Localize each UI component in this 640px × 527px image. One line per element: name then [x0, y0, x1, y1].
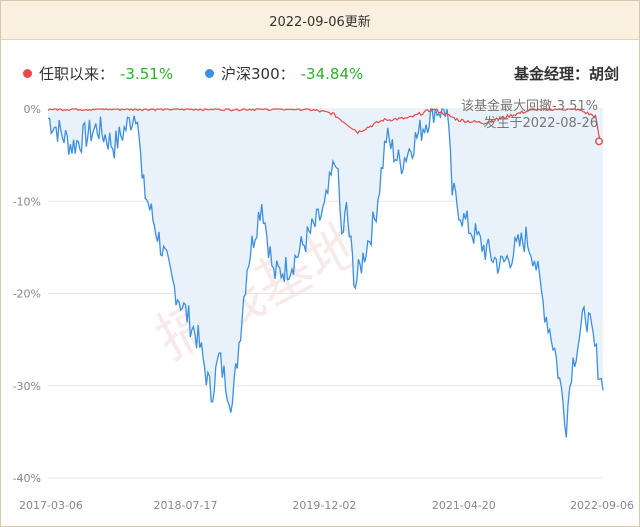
drawdown-annotation-line1: 该基金最大回撤-3.51%	[461, 98, 598, 114]
x-tick-label: 2021-04-20	[432, 499, 496, 512]
x-tick-label: 2017-03-06	[19, 499, 83, 512]
fund-manager: 基金经理：胡剑	[513, 65, 619, 83]
index-area-fill	[48, 109, 603, 438]
x-tick-label: 2018-07-17	[154, 499, 218, 512]
y-tick-label: -10%	[13, 195, 41, 208]
axis-ticks: 0% -10% -20% -30% -40% 2017-03-06 2018-07-17 20…	[13, 103, 634, 512]
fund-series-line	[47, 108, 604, 143]
y-tick-label: -40%	[13, 472, 41, 485]
y-tick-label: -20%	[13, 288, 41, 301]
fund-legend-value: -3.51%	[120, 64, 174, 83]
drawdown-annotation-line2: 发生于2022-08-26	[483, 115, 598, 131]
legend-item-index[interactable]: 沪深300： -34.84%	[205, 63, 363, 84]
update-header: 2022-09-06更新	[1, 1, 639, 40]
fund-legend-label: 任职以来：	[39, 65, 115, 83]
x-tick-label: 2019-12-02	[292, 499, 356, 512]
index-legend-dot-icon	[205, 69, 214, 78]
index-legend-value: -34.84%	[300, 64, 364, 83]
legend-item-fund[interactable]: 任职以来： -3.51%	[23, 63, 173, 84]
index-series-line	[47, 108, 604, 438]
update-text: 2022-09-06更新	[269, 14, 371, 30]
y-tick-label: 0%	[24, 103, 41, 116]
y-tick-label: -30%	[13, 380, 41, 393]
fund-end-marker	[595, 137, 603, 146]
fund-legend-dot-icon	[23, 69, 32, 78]
chart-legend: 任职以来： -3.51% 沪深300： -34.84% 基金经理：胡剑	[23, 63, 619, 85]
x-tick-label: 2022-09-06	[570, 499, 634, 512]
index-legend-label: 沪深300：	[221, 65, 295, 83]
